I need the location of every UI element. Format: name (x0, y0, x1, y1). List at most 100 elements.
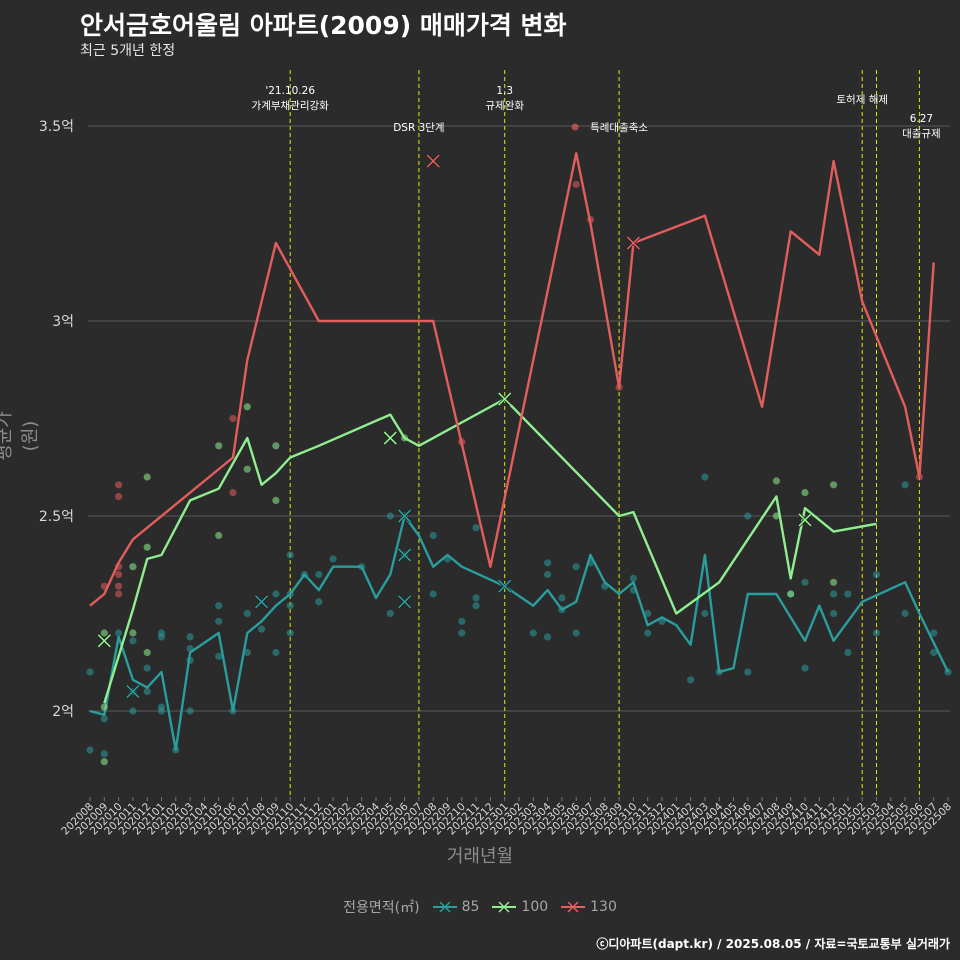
point-85 (472, 524, 480, 532)
point-130 (115, 570, 123, 579)
point-85 (644, 629, 652, 637)
point-85 (687, 676, 695, 684)
point-100 (787, 590, 795, 598)
point-85 (315, 598, 323, 606)
point-85 (544, 570, 552, 579)
point-100 (100, 629, 108, 637)
point-100 (143, 473, 151, 481)
legend-swatch-85-icon (432, 901, 457, 913)
point-100 (772, 512, 781, 520)
point-85 (115, 629, 123, 637)
series-line-100 (103, 397, 877, 704)
chart-title: 안서금호어울림 아파트(2009) 매매가격 변화 (80, 11, 567, 40)
event-annotation: 1.3 (496, 85, 513, 97)
point-85 (429, 590, 437, 598)
point-85 (629, 574, 638, 583)
point-85 (386, 512, 394, 520)
point-85 (930, 648, 938, 657)
x-marker-85 (255, 595, 269, 609)
event-annotation: 가계부채관리강화 (252, 100, 330, 112)
event-marker-dot (571, 123, 579, 131)
point-100 (143, 543, 151, 551)
point-85 (100, 750, 108, 758)
event-annotation: DSR 3단계 (393, 122, 444, 134)
y-axis-label: 평균가(원) (0, 411, 41, 461)
x-marker-100 (798, 513, 812, 527)
event-annotation: 대출규제 (902, 128, 941, 140)
legend-label-85: 85 (461, 899, 480, 915)
point-85 (143, 687, 151, 696)
x-marker-85 (398, 509, 412, 523)
point-85 (186, 707, 194, 715)
point-100 (243, 403, 251, 411)
point-85 (901, 609, 909, 618)
point-100 (129, 563, 137, 571)
point-130 (115, 590, 123, 598)
x-marker-85 (126, 684, 140, 699)
point-100 (272, 442, 280, 450)
point-85 (272, 590, 280, 598)
source-caption: ⓒ디아파트(dapt.kr) / 2025.08.05 / 자료=국토교통부 실… (596, 937, 950, 951)
point-85 (701, 609, 709, 618)
point-85 (129, 707, 137, 715)
point-100 (100, 758, 108, 766)
point-85 (744, 668, 752, 676)
point-85 (458, 629, 466, 637)
point-85 (872, 629, 881, 637)
point-85 (744, 512, 752, 520)
point-85 (243, 648, 251, 657)
point-85 (86, 668, 94, 676)
point-100 (129, 629, 137, 637)
legend-item-130: 130 (560, 899, 617, 915)
point-85 (901, 481, 909, 489)
point-85 (286, 629, 294, 637)
point-100 (215, 531, 223, 540)
point-85 (100, 715, 108, 723)
point-85 (386, 609, 394, 618)
legend-swatch-130-icon (561, 901, 586, 913)
x-marker-100 (97, 634, 111, 648)
point-85 (143, 664, 151, 672)
point-85 (572, 563, 580, 571)
legend-item-85: 85 (432, 899, 480, 915)
point-100 (143, 648, 151, 657)
point-85 (157, 629, 166, 637)
point-85 (243, 609, 251, 618)
point-85 (644, 609, 652, 618)
x-marker-130 (626, 236, 640, 250)
x-marker-130 (426, 154, 440, 168)
point-85 (329, 555, 337, 563)
point-85 (830, 609, 838, 618)
y-tick-label: 2.5억 (39, 509, 74, 525)
y-tick-label: 3억 (52, 314, 74, 330)
point-100 (272, 496, 280, 504)
point-100 (100, 703, 108, 711)
legend-title: 전용면적(㎡) (343, 900, 420, 916)
point-85 (529, 629, 537, 637)
point-85 (286, 551, 294, 559)
point-85 (129, 637, 137, 645)
x-marker-100 (383, 431, 397, 445)
x-marker-100 (498, 392, 512, 406)
point-100 (772, 477, 781, 485)
point-85 (315, 570, 323, 579)
point-85 (86, 746, 94, 754)
event-annotation: 토허제 해제 (836, 93, 888, 106)
point-85 (215, 602, 223, 610)
point-85 (429, 531, 437, 540)
point-85 (472, 602, 480, 610)
point-130 (115, 582, 123, 590)
legend-label-130: 130 (590, 899, 617, 915)
legend-label-100: 100 (521, 899, 549, 915)
point-85 (215, 652, 223, 661)
legend-item-100: 100 (491, 899, 548, 915)
series-line-85 (89, 514, 950, 752)
point-85 (186, 633, 194, 641)
point-100 (830, 578, 838, 586)
point-85 (458, 617, 466, 625)
event-annotation: 특례대출축소 (590, 122, 648, 134)
point-100 (243, 465, 251, 473)
x-axis-label: 거래년월 (446, 846, 514, 867)
point-85 (544, 559, 552, 567)
point-85 (286, 602, 294, 610)
